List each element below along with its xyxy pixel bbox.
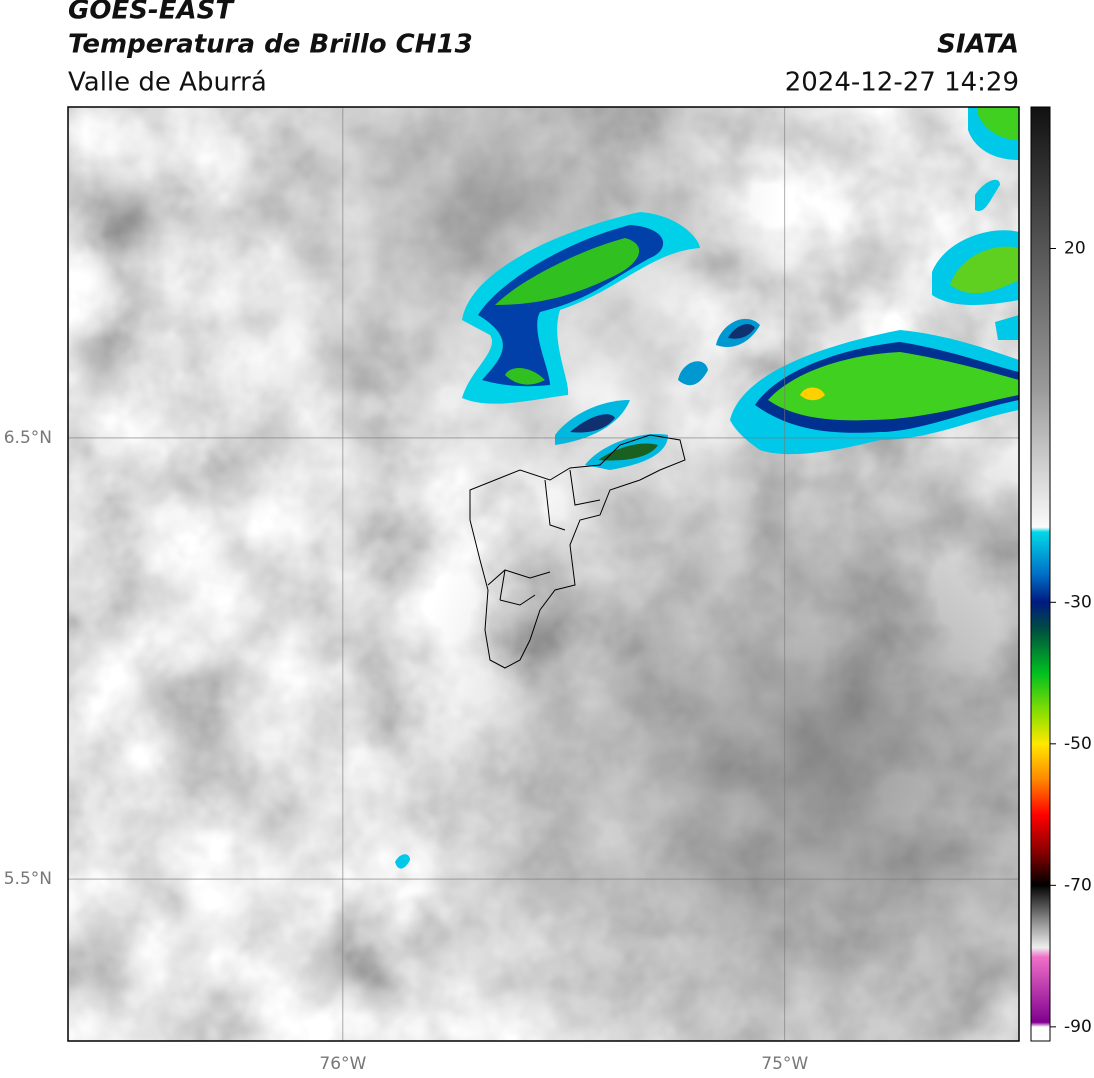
- grid: [68, 107, 1019, 1041]
- colorbar-tick-label: -30: [1064, 592, 1092, 612]
- colorbar-tick-label: -50: [1064, 734, 1092, 754]
- colorbar-tick-label: -90: [1064, 1017, 1092, 1037]
- lon-tick-label: 75°W: [761, 1054, 808, 1074]
- lat-tick-label: 6.5°N: [4, 428, 52, 448]
- colorbar-tick-label: -70: [1064, 875, 1092, 895]
- lon-tick-label: 76°W: [319, 1054, 366, 1074]
- colorbar: 20 -30 -50 -70 -90: [1030, 106, 1092, 1042]
- region: Valle de Aburrá: [68, 68, 267, 98]
- map-frame: [67, 106, 1020, 1042]
- map: [68, 107, 1019, 1041]
- title: GOES-EAST: [68, 0, 235, 26]
- subtitle: Temperatura de Brillo CH13: [68, 30, 473, 60]
- datetime: 2024-12-27 14:29: [785, 68, 1019, 98]
- colorbar-scale: [1030, 106, 1051, 1042]
- boundary: [469, 434, 686, 669]
- colorbar-tick-label: 20: [1064, 239, 1086, 259]
- cold-clouds: [395, 107, 1019, 869]
- source: SIATA: [937, 30, 1019, 60]
- lat-tick-label: 5.5°N: [4, 869, 52, 889]
